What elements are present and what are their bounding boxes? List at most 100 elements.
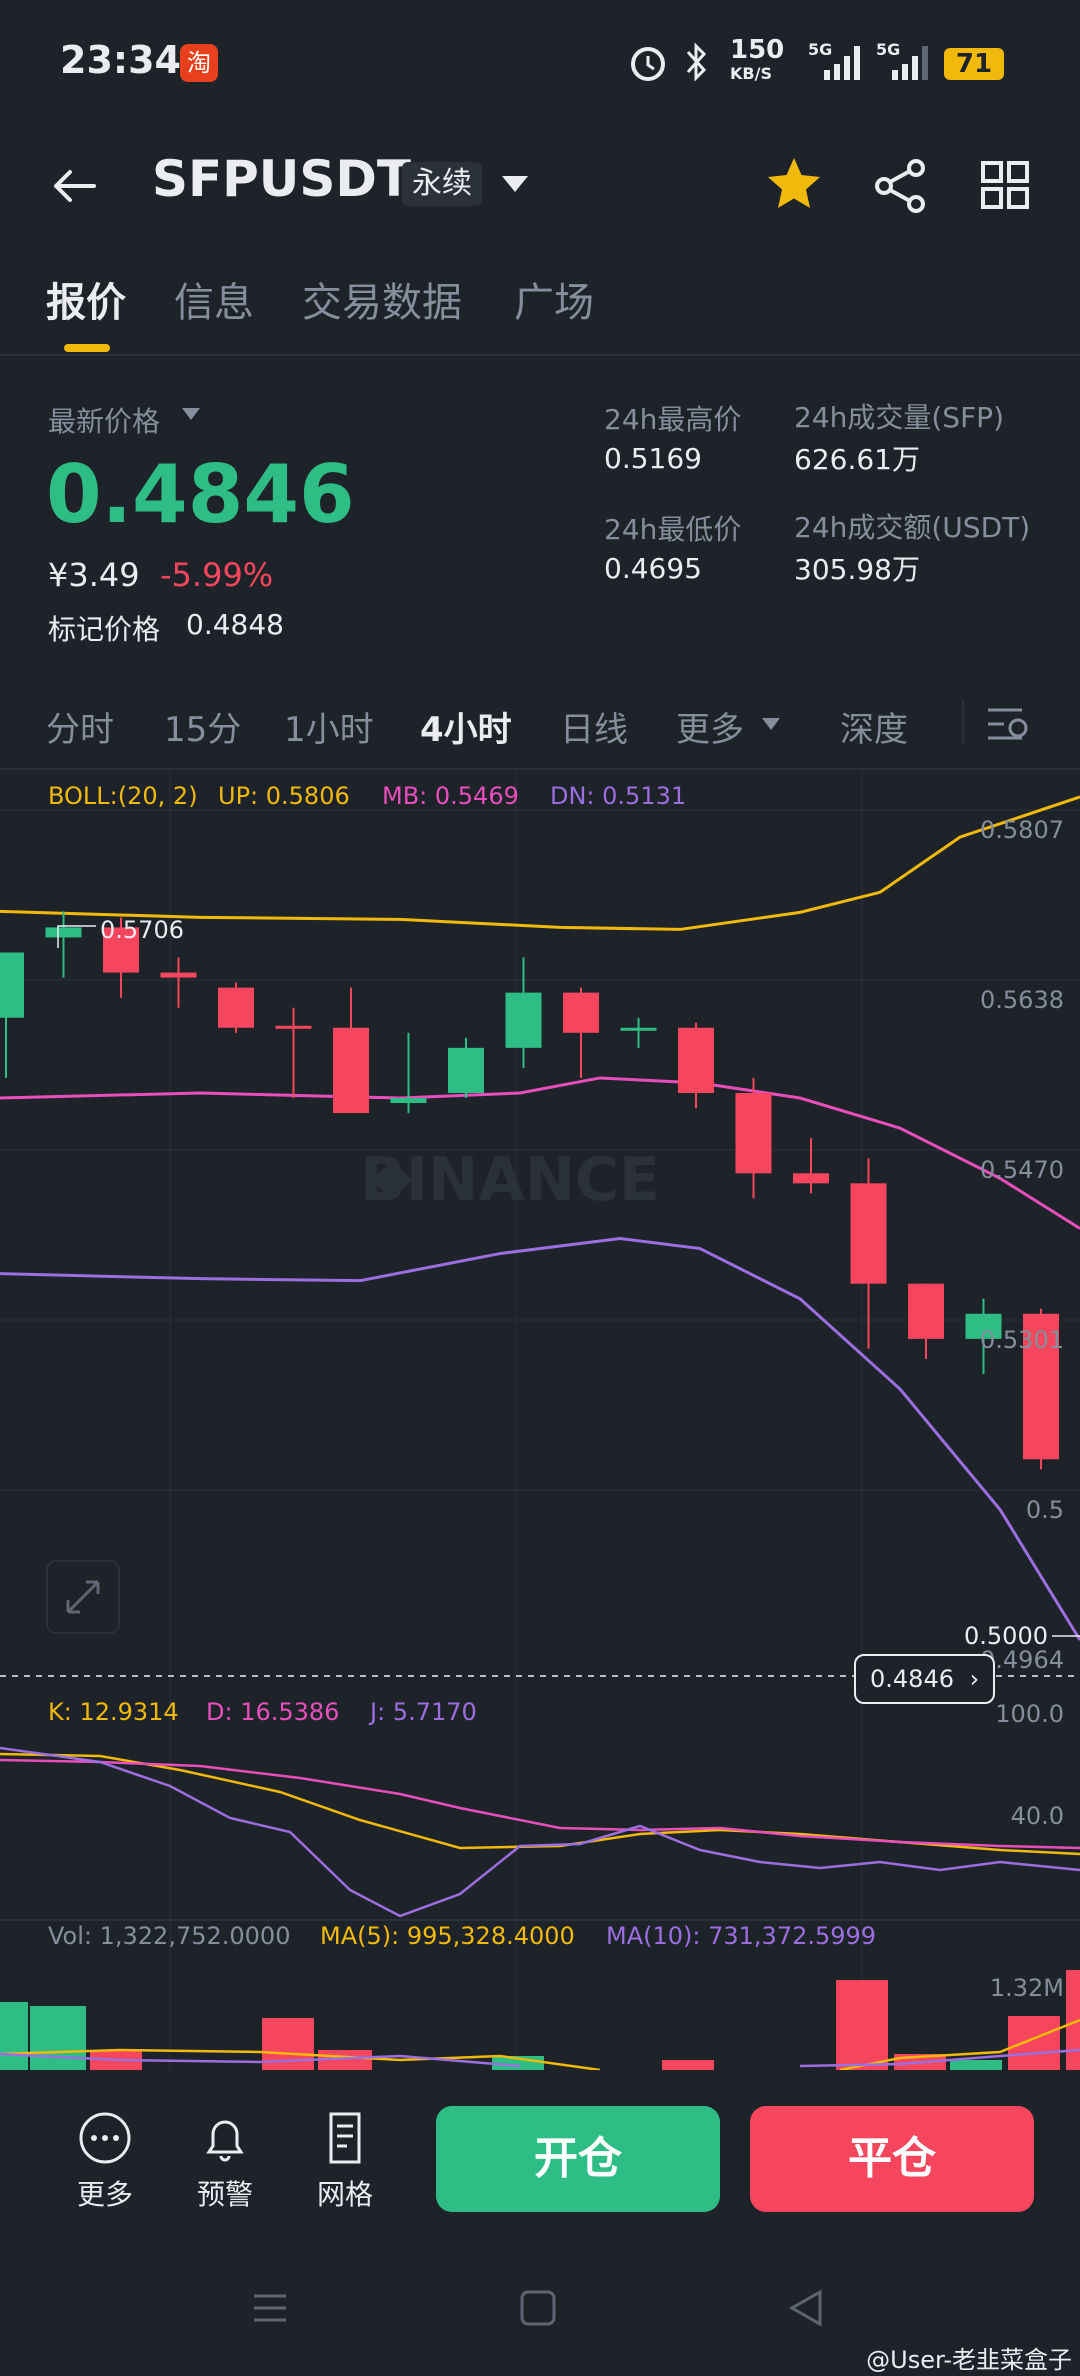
boll-label: BOLL:(20, 2) bbox=[48, 782, 198, 810]
current-price-tag-value: 0.4846 bbox=[870, 1665, 954, 1693]
open-position-button[interactable]: 开仓 bbox=[436, 2106, 720, 2212]
bluetooth-icon bbox=[686, 42, 707, 82]
alert-label: 预警 bbox=[196, 2178, 253, 2211]
candle-body bbox=[103, 927, 139, 973]
candle-body bbox=[275, 1025, 312, 1029]
kdj-k-line bbox=[0, 1752, 1080, 1856]
grid-menu-icon[interactable] bbox=[980, 160, 1030, 210]
volume-bar bbox=[836, 1980, 888, 2070]
volume-bar bbox=[30, 2006, 86, 2070]
y-tick-label: 0.5 bbox=[1026, 1496, 1064, 1524]
expand-icon bbox=[66, 1580, 100, 1614]
back-arrow-icon[interactable] bbox=[48, 160, 100, 212]
net-type-2: 5G bbox=[876, 40, 901, 59]
interval-more[interactable]: 更多 bbox=[676, 710, 744, 750]
volume-bar bbox=[950, 2060, 1002, 2070]
share-icon[interactable] bbox=[872, 158, 928, 214]
favorite-star-icon[interactable] bbox=[764, 154, 824, 214]
volume-sfp-label: 24h成交量(SFP) bbox=[794, 401, 1004, 434]
status-time: 23:34 bbox=[60, 38, 181, 82]
candle-body bbox=[0, 952, 24, 1018]
home-icon[interactable] bbox=[518, 2288, 558, 2328]
candle-body bbox=[965, 1313, 1002, 1339]
mark-price: 0.4848 bbox=[186, 608, 284, 641]
candle-body bbox=[908, 1283, 944, 1339]
interval-1h[interactable]: 1小时 bbox=[284, 710, 374, 750]
cny-price: ¥3.49 bbox=[48, 556, 140, 594]
candle-body bbox=[160, 972, 197, 978]
signal-icon-2 bbox=[892, 46, 928, 80]
grid-button[interactable]: 网格 bbox=[300, 2110, 390, 2213]
kline-chart[interactable]: BINANCE 0.58070.56380.54700.53010.50.570… bbox=[0, 770, 1080, 2070]
volume-sfp: 626.61万 bbox=[794, 443, 920, 476]
footer-watermark: @User-老韭菜盒子 bbox=[866, 2346, 1072, 2374]
volume-bar bbox=[1008, 2016, 1060, 2070]
close-position-button[interactable]: 平仓 bbox=[750, 2106, 1034, 2212]
volume-bar bbox=[1066, 1970, 1080, 2070]
more-dropdown-icon[interactable] bbox=[760, 716, 782, 732]
system-nav-bar bbox=[0, 2260, 1080, 2376]
active-tab-indicator bbox=[64, 344, 110, 352]
kdj-d: D: 16.5386 bbox=[206, 1698, 340, 1726]
battery-indicator: 71 bbox=[944, 48, 1004, 80]
interval-15m[interactable]: 15分 bbox=[164, 710, 242, 750]
boll-mb: MB: 0.5469 bbox=[382, 782, 519, 810]
expand-chart-button[interactable] bbox=[46, 1560, 120, 1634]
candle-body bbox=[390, 1098, 427, 1104]
symbol-dropdown-icon[interactable] bbox=[498, 172, 532, 196]
symbol-title[interactable]: SFPUSDT bbox=[152, 150, 412, 208]
boll-upper-line bbox=[0, 795, 1080, 931]
volume-ma5: MA(5): 995,328.4000 bbox=[320, 1922, 575, 1950]
candle-body bbox=[620, 1027, 657, 1031]
interval-depth[interactable]: 深度 bbox=[840, 710, 908, 750]
low-marker-label: 0.5000 bbox=[964, 1622, 1048, 1650]
kdj-j-line bbox=[0, 1746, 1080, 1918]
chart-settings-icon[interactable] bbox=[984, 702, 1034, 748]
boll-up: UP: 0.5806 bbox=[218, 782, 350, 810]
recent-apps-icon[interactable] bbox=[250, 2288, 290, 2328]
more-button[interactable]: 更多 bbox=[60, 2110, 150, 2213]
y-tick-label: 0.5301 bbox=[980, 1326, 1064, 1354]
more-label: 更多 bbox=[76, 2178, 133, 2211]
interval-timeshare[interactable]: 分时 bbox=[46, 710, 114, 750]
more-dots-icon bbox=[79, 2112, 131, 2164]
volume-bars bbox=[0, 1970, 1080, 2070]
alert-button[interactable]: 预警 bbox=[180, 2110, 270, 2213]
candle-body bbox=[218, 987, 254, 1028]
candle-body bbox=[678, 1027, 714, 1094]
bell-icon bbox=[206, 2120, 244, 2162]
back-nav-icon[interactable] bbox=[786, 2288, 826, 2328]
volume-bar bbox=[0, 2002, 28, 2070]
interval-1d[interactable]: 日线 bbox=[560, 710, 628, 750]
kdj-j: J: 5.7170 bbox=[370, 1698, 477, 1726]
volume-ma10: MA(10): 731,372.5999 bbox=[606, 1922, 877, 1950]
tab-square[interactable]: 广场 bbox=[514, 280, 594, 326]
kdj-tick-label: 40.0 bbox=[1011, 1802, 1064, 1830]
price-type-dropdown-icon[interactable] bbox=[180, 406, 202, 422]
high-marker-label: 0.5706 bbox=[100, 916, 184, 944]
signal-icon-1 bbox=[824, 46, 860, 80]
grid-label: 网格 bbox=[316, 2178, 373, 2211]
candle-body bbox=[333, 1027, 369, 1114]
boll-lower-line bbox=[0, 1237, 1080, 1641]
kdj-lines bbox=[0, 1746, 1080, 1918]
tab-trading-data[interactable]: 交易数据 bbox=[302, 280, 462, 326]
tab-info[interactable]: 信息 bbox=[174, 280, 254, 326]
interval-4h[interactable]: 4小时 bbox=[420, 710, 512, 750]
candle-body bbox=[448, 1047, 484, 1094]
taobao-app-icon: 淘 bbox=[180, 44, 218, 82]
candle-body bbox=[505, 992, 542, 1048]
tab-quote[interactable]: 报价 bbox=[46, 280, 126, 326]
low-24h-label: 24h最低价 bbox=[604, 513, 742, 546]
alarm-icon bbox=[631, 47, 665, 81]
volume-usdt-label: 24h成交额(USDT) bbox=[794, 511, 1031, 544]
interval-divider bbox=[962, 700, 964, 744]
candles-group bbox=[0, 911, 1059, 1470]
high-24h: 0.5169 bbox=[604, 442, 702, 475]
latest-price-label[interactable]: 最新价格 bbox=[48, 405, 161, 438]
chart-grid bbox=[0, 770, 1080, 2070]
current-price-tag[interactable]: 0.4846 › bbox=[854, 1654, 996, 1704]
candle-body bbox=[793, 1173, 829, 1184]
binance-logo-icon bbox=[372, 1160, 412, 1200]
y-tick-label: 0.5638 bbox=[980, 986, 1064, 1014]
